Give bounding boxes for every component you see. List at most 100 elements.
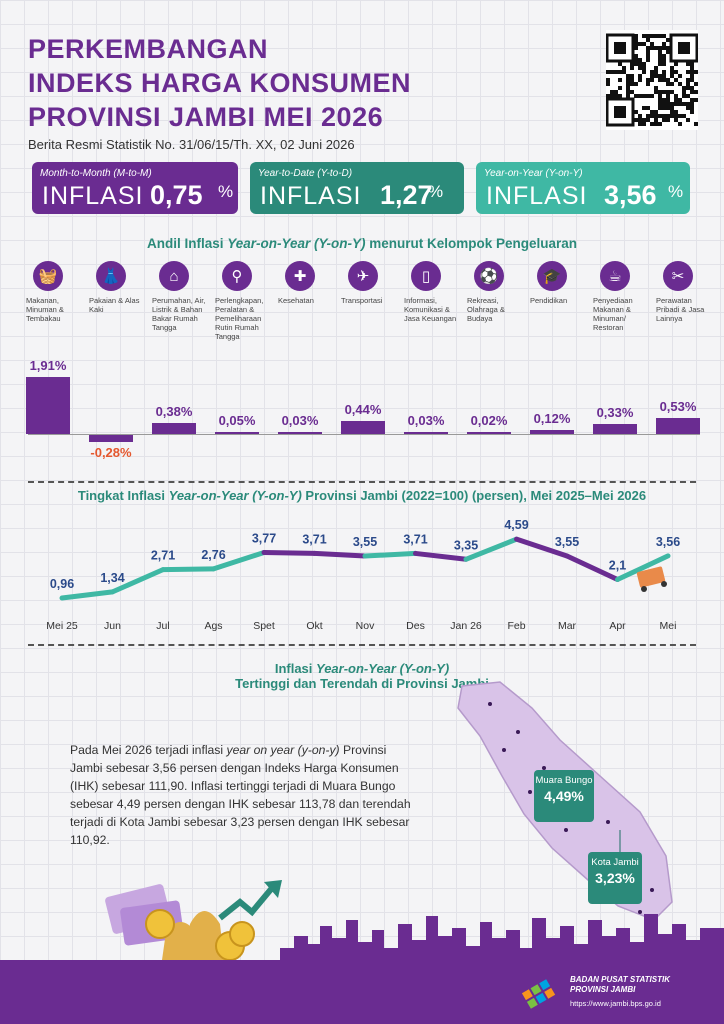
trend-value-label: 1,34 — [100, 571, 124, 585]
group-name: Kesehatan — [278, 296, 314, 305]
trend-segment — [312, 550, 368, 559]
andil-title-pre: Andil Inflasi — [146, 236, 228, 251]
contribution-label: 0,53% — [659, 399, 697, 415]
truck-icon — [636, 566, 667, 592]
divider-2 — [28, 644, 696, 646]
trend-category-label: Mar — [558, 620, 577, 632]
trend-category-label: Feb — [507, 620, 525, 632]
trend-segment — [261, 549, 317, 556]
contribution-label: 0,02% — [470, 413, 508, 428]
lowest-callout: Kota Jambi 3,23% — [588, 852, 642, 904]
contribution-bar — [278, 432, 322, 434]
footer-band — [0, 960, 724, 1024]
trend-value-label: 3,77 — [252, 531, 276, 545]
summary-paragraph: Pada Mei 2026 terjadi inflasi year on ye… — [70, 741, 420, 849]
footer-org: BADAN PUSAT STATISTIK PROVINSI JAMBI — [570, 975, 670, 995]
contribution-bar — [341, 420, 385, 434]
footer-org-line1: BADAN PUSAT STATISTIK — [570, 975, 670, 984]
contribution-label: 0,12% — [533, 411, 571, 427]
sport-icon: ⚽ — [474, 261, 504, 291]
andil-title: Andil Inflasi Year-on-Year (Y-on-Y) menu… — [0, 236, 724, 251]
trend-category-label: Apr — [609, 620, 626, 632]
contribution-bar — [404, 432, 448, 434]
trend-value-label: 4,59 — [504, 518, 528, 532]
card-yoy-word: INFLASI — [486, 182, 588, 210]
food-basket-icon: 🧺 — [33, 261, 63, 291]
qr-code-icon[interactable] — [606, 30, 698, 130]
contribution-bar — [593, 424, 637, 434]
trend-category-label: Mei 25 — [46, 620, 78, 632]
trend-segment — [160, 566, 216, 573]
dress-icon: 👗 — [96, 261, 126, 291]
contribution-bar — [656, 418, 700, 434]
trend-category-label: Mei — [660, 620, 677, 632]
andil-baseline — [28, 434, 700, 435]
card-ytd: Year-to-Date (Y-to-D) INFLASI 1,27 % — [250, 162, 464, 214]
card-mtm-label: Month-to-Month (M-to-M) — [40, 168, 152, 179]
group-name: Perawatan Pribadi & Jasa Lainnya — [656, 296, 705, 323]
trend-segment — [110, 567, 166, 595]
contribution-label: 1,91% — [29, 357, 67, 373]
title-line-1: PERKEMBANGAN — [28, 34, 269, 64]
graduation-cap-icon: 🎓 — [537, 261, 567, 291]
title-line-2: INDEKS HARGA KONSUMEN — [28, 68, 412, 98]
trend-segment — [463, 536, 519, 562]
card-mtm-value: 0,75 — [150, 180, 203, 210]
lowest-value: 3,23% — [595, 870, 635, 886]
release-subtitle: Berita Resmi Statistik No. 31/06/15/Th. … — [28, 137, 355, 152]
trend-title-italic: Year-on-Year (Y-on-Y) — [168, 488, 302, 503]
highest-name: Muara Bungo — [535, 775, 593, 786]
title-line-3: PROVINSI JAMBI MEI 2026 — [28, 102, 384, 132]
trend-category-label: Okt — [306, 620, 322, 632]
lowest-name: Kota Jambi — [591, 857, 639, 868]
card-ytd-value: 1,27 — [380, 180, 433, 210]
card-ytd-label: Year-to-Date (Y-to-D) — [258, 168, 353, 179]
trend-chart: 0,96 Mei 25 1,34 Jun 2,71 Jul 2,76 Ags 3,77 Spet 3… — [46, 518, 680, 632]
card-mtm: Month-to-Month (M-to-M) INFLASI 0,75 % — [32, 162, 238, 214]
house-icon: ⌂ — [159, 261, 189, 291]
trend-segment — [564, 553, 620, 583]
trend-value-label: 3,56 — [656, 535, 680, 549]
medical-kit-icon: ✚ — [285, 261, 315, 291]
map-title: Inflasi Year-on-Year (Y-on-Y) Tertinggi … — [200, 661, 524, 691]
map-title-italic: Year-on-Year (Y-on-Y) — [316, 661, 450, 676]
group-name: Informasi, Komunikasi & Jasa Keuangan — [404, 296, 457, 323]
contribution-bar — [26, 376, 70, 434]
trend-segment — [211, 549, 267, 572]
trend-value-label: 3,35 — [454, 538, 478, 552]
restaurant-icon: ☕ — [600, 261, 630, 291]
contribution-bar — [152, 422, 196, 434]
card-yoy-label: Year-on-Year (Y-on-Y) — [484, 168, 583, 179]
divider-1 — [28, 481, 696, 483]
map-title-line2: Tertinggi dan Terendah di Provinsi Jambi — [235, 676, 489, 691]
contribution-bar — [215, 432, 259, 434]
group-name: Perumahan, Air, Listrik & Bahan Bakar Ru… — [152, 296, 206, 332]
trend-category-label: Spet — [253, 620, 275, 632]
trend-value-label: 2,76 — [201, 548, 225, 562]
trend-title-post: Provinsi Jambi (2022=100) (persen), Mei … — [301, 488, 647, 503]
tools-icon: ✂ — [663, 261, 693, 291]
group-name: Perlengkapan, Peralatan & Pemeliharaan R… — [215, 296, 264, 341]
trend-value-label: 3,55 — [353, 535, 377, 549]
contribution-bar — [467, 432, 511, 434]
trend-value-label: 3,71 — [403, 532, 427, 546]
card-mtm-unit: % — [218, 182, 234, 201]
trend-segment — [59, 589, 115, 601]
contribution-label: -0,28% — [90, 445, 132, 461]
para-part-italic: year on year (y-on-y) — [226, 743, 340, 757]
map-title-pre: Inflasi — [274, 661, 317, 676]
trend-title-pre: Tingkat Inflasi — [77, 488, 169, 503]
trend-segment — [514, 536, 570, 559]
contribution-label: 0,33% — [596, 405, 634, 421]
highest-callout: Muara Bungo 4,49% — [534, 770, 594, 822]
contribution-bar — [530, 430, 574, 434]
trend-title: Tingkat Inflasi Year-on-Year (Y-on-Y) Pr… — [0, 488, 724, 503]
iron-icon: ⚲ — [222, 261, 252, 291]
footer-url[interactable]: https://www.jambi.bps.go.id — [570, 999, 661, 1008]
footer-org-line2: PROVINSI JAMBI — [570, 985, 636, 994]
trend-segment — [362, 550, 418, 559]
contribution-label: 0,05% — [218, 413, 256, 428]
andil-title-italic: Year-on-Year (Y-on-Y) — [227, 236, 366, 251]
card-mtm-word: INFLASI — [42, 182, 144, 210]
contribution-bar — [89, 434, 133, 443]
